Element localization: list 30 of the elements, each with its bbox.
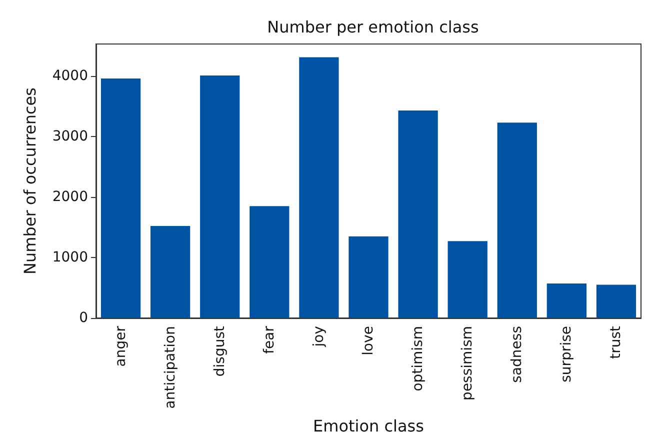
bar	[200, 75, 240, 318]
bar	[546, 284, 586, 318]
x-tick-label: anger	[112, 326, 129, 367]
bar	[448, 241, 488, 318]
bar	[398, 110, 438, 318]
x-tick-label: trust	[608, 325, 624, 359]
y-axis-title: Number of occurrences	[20, 88, 40, 274]
x-tick-label: anticipation	[162, 326, 178, 409]
x-tick-label: disgust	[212, 326, 228, 377]
x-tick-label: love	[360, 326, 376, 356]
bar	[150, 226, 190, 318]
y-tick-label: 0	[79, 310, 88, 326]
chart-title: Number per emotion class	[267, 18, 479, 36]
bar	[299, 57, 339, 318]
y-tick-label: 1000	[52, 250, 88, 266]
bar	[250, 206, 290, 318]
bar	[348, 236, 388, 318]
x-tick-label: surprise	[558, 326, 575, 382]
y-tick-label: 4000	[52, 68, 88, 84]
bar	[596, 284, 636, 318]
x-tick-label: optimism	[410, 326, 426, 392]
x-tick-label: fear	[261, 326, 278, 354]
x-tick-label: pessimism	[460, 326, 476, 400]
x-tick-label: joy	[310, 326, 327, 348]
bar	[497, 122, 537, 318]
y-tick-label: 2000	[52, 189, 88, 206]
bar	[100, 78, 141, 318]
x-tick-label: sadness	[509, 326, 526, 383]
x-axis-title: Emotion class	[313, 416, 424, 436]
y-tick-label: 3000	[52, 128, 88, 145]
